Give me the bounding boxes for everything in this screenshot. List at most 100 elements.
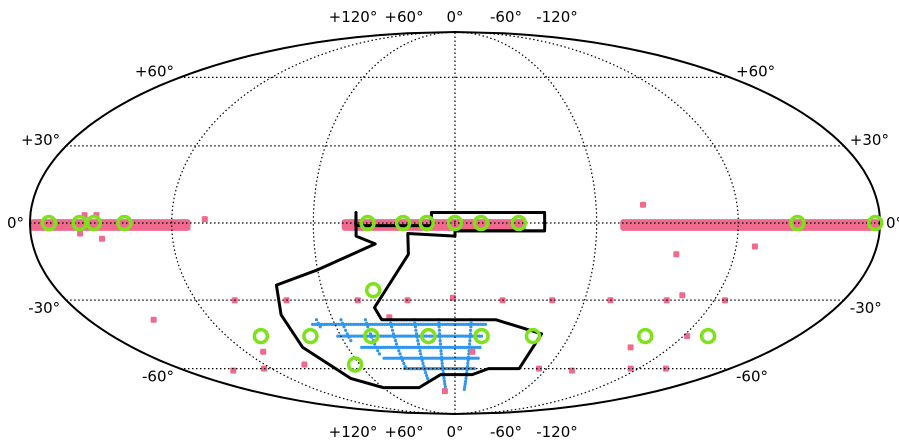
survey-b-point [316,321,320,325]
graticule-meridian [171,31,456,415]
survey-b-point [423,368,427,372]
survey-b-point [459,334,463,338]
target-marker [252,327,270,345]
survey-b-point [400,358,405,362]
survey-b-point [314,318,319,322]
survey-b-point [339,318,343,322]
survey-b-point [450,334,454,338]
lon-tick-label-bottom: 0° [446,423,463,441]
survey-b-point [468,342,472,346]
survey-b-point [462,322,466,326]
target-marker [40,214,58,232]
survey-b-point [467,345,471,349]
lat-tick-label-right: +60° [736,62,775,80]
survey-b-point [440,355,444,359]
survey-b-point [438,335,442,339]
survey-b-point [419,352,423,356]
survey-b-point [403,365,407,369]
survey-b-point [443,382,447,386]
target-marker [637,327,654,345]
survey-b-point [398,352,402,356]
survey-b-point [330,322,334,326]
survey-b-point [359,322,363,326]
survey-b-point [424,345,428,349]
survey-b-point [392,335,396,339]
target-marker [420,327,437,345]
survey-b-point [464,334,468,338]
survey-b-point [470,334,475,338]
survey-b-point [463,385,467,389]
survey-b-point [337,322,341,326]
survey-b-point [413,321,417,325]
survey-b-point [349,334,354,338]
survey-b-point [380,322,384,326]
survey-b-point [356,334,360,338]
survey-b-point [469,328,473,332]
survey-b-point [404,322,408,326]
target-marker [302,327,319,345]
survey-b-point [368,322,372,326]
survey-b-point [407,345,411,349]
survey-a-point [549,297,556,304]
survey-b-point [414,332,419,336]
survey-b-point [442,379,446,383]
survey-a-point [679,292,686,299]
survey-b-point [433,345,437,349]
survey-a-points-layer [77,201,758,395]
survey-b-point [396,345,400,349]
target-marker [524,327,542,345]
survey-b-point [377,345,381,349]
survey-a-point [441,388,448,395]
target-marker [699,327,717,345]
survey-b-point [471,322,476,326]
survey-b-point [368,332,372,336]
survey-b-point [421,322,425,326]
target-marker [789,214,806,232]
target-marker [473,327,490,345]
survey-b-point [379,334,383,338]
survey-b-point [419,355,423,359]
survey-b-point [406,334,411,338]
survey-b-point [426,322,430,326]
survey-b-point [481,322,485,326]
survey-b-point [352,334,356,338]
survey-a-point [469,348,476,355]
survey-b-point [464,379,468,383]
survey-b-point [323,322,327,326]
survey-b-point [373,322,377,326]
survey-b-point [349,322,353,326]
survey-b-point [443,334,447,338]
survey-b-point [446,345,450,349]
survey-b-point [416,322,420,326]
survey-b-point [360,345,364,349]
survey-b-point [385,322,389,326]
survey-b-point [440,358,444,362]
lon-tick-label-top: +60° [384,8,423,26]
survey-b-point [411,334,415,338]
survey-b-point [437,321,441,325]
survey-b-point [464,322,468,326]
survey-b-point [468,332,472,336]
survey-a-point [662,365,669,372]
lon-tick-label-top: +120° [329,8,378,26]
survey-b-point [419,322,423,326]
survey-b-point [311,322,315,326]
survey-b-point [395,322,399,326]
survey-b-point [398,345,402,349]
survey-b-point [466,361,470,366]
survey-b-point [354,322,358,326]
survey-b-point [417,345,421,349]
survey-b-point [468,335,472,339]
survey-b-point [454,345,458,349]
survey-b-point [381,334,385,338]
survey-b-point [366,325,370,329]
survey-b-point [468,339,472,343]
survey-b-point [399,355,403,359]
survey-b-point [399,322,403,326]
survey-b-point [383,322,387,326]
survey-b-point [422,365,426,369]
survey-a-point [77,230,84,237]
survey-b-point [441,345,445,349]
survey-b-point [437,325,441,329]
survey-b-point [425,334,429,338]
